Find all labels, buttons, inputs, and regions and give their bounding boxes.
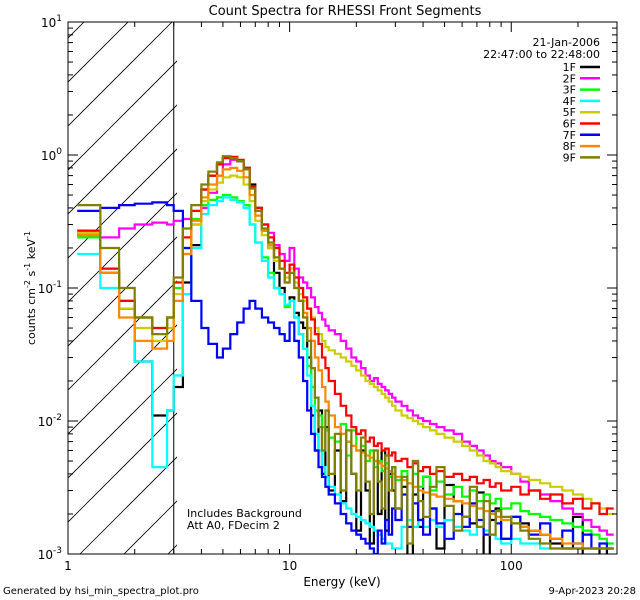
y-tick-label: 10-2	[38, 413, 62, 429]
hatch-line	[68, 324, 177, 435]
y-axis-label-exp1: -2	[23, 280, 32, 288]
series-line-4f	[77, 196, 614, 550]
series-line-3f	[77, 193, 614, 545]
y-tick-label-exp: -3	[53, 546, 62, 556]
y-tick-label-exp: 0	[56, 147, 62, 157]
axis-ticks	[67, 22, 618, 555]
x-axis-label: Energy (keV)	[303, 575, 380, 589]
hatch-line	[68, 192, 177, 303]
y-tick-label-exp: -2	[53, 413, 62, 423]
plot-frame	[67, 21, 618, 555]
y-axis-label-exp3: -1	[23, 231, 32, 239]
hatch-line	[68, 148, 177, 259]
legend-label-1f: 1F	[563, 61, 576, 74]
footer-generated-by: Generated by hsi_min_spectra_plot.pro	[3, 586, 199, 597]
hatch-line	[68, 104, 177, 215]
x-tick-label: 1	[64, 559, 72, 573]
hatch-line	[68, 22, 173, 127]
series-line-5f	[77, 174, 614, 516]
series-layer	[77, 155, 614, 554]
y-axis-label-end: keV	[25, 239, 38, 263]
legend-time-range: 22:47:00 to 22:48:00	[483, 48, 600, 61]
legend-date: 21-Jan-2006	[533, 36, 601, 49]
legend-label-7f: 7F	[563, 129, 576, 142]
legend-label-2f: 2F	[563, 72, 576, 85]
y-tick-label: 100	[41, 147, 62, 163]
y-tick-label-base: 10	[41, 16, 56, 30]
y-tick-label-base: 10	[38, 548, 53, 562]
y-tick-label-base: 10	[38, 415, 53, 429]
y-tick-label-exp: 1	[56, 14, 62, 24]
legend-label-4f: 4F	[563, 95, 576, 108]
y-axis-label: counts cm-2 s-1 keV-1	[23, 231, 38, 345]
y-axis-label-exp2: -1	[23, 263, 32, 271]
chart-title: Count Spectra for RHESSI Front Segments	[209, 4, 482, 19]
y-tick-label-base: 10	[41, 149, 56, 163]
hatch-line	[68, 236, 177, 347]
hatch-line	[68, 412, 177, 523]
hatched-region	[68, 22, 177, 554]
legend-label-6f: 6F	[563, 118, 576, 131]
y-tick-label-base: 10	[38, 282, 53, 296]
hatch-line	[68, 368, 177, 479]
y-tick-label-exp: -1	[53, 280, 62, 290]
legend-label-8f: 8F	[563, 140, 576, 153]
hatch-line	[68, 22, 129, 83]
x-tick-label: 10	[282, 559, 297, 573]
annotation-background: Includes Background	[187, 507, 302, 520]
series-line-9f	[77, 155, 614, 550]
y-axis-label-mid: s	[25, 270, 38, 279]
x-tick-label: 100	[500, 559, 523, 573]
hatch-line	[68, 60, 177, 171]
y-tick-label: 101	[41, 14, 62, 30]
legend-label-3f: 3F	[563, 84, 576, 97]
hatch-line	[68, 22, 85, 39]
annotation-attenuator: Att A0, FDecim 2	[187, 519, 280, 532]
legend-label-5f: 5F	[563, 106, 576, 119]
legend-label-9f: 9F	[563, 151, 576, 164]
y-axis-label-base: counts cm	[25, 288, 38, 345]
y-tick-label: 10-1	[38, 280, 62, 296]
x-tick-labels: 1 10 100	[64, 559, 523, 573]
footer-timestamp: 9-Apr-2023 20:28	[549, 586, 636, 597]
y-tick-label: 10-3	[38, 546, 62, 562]
